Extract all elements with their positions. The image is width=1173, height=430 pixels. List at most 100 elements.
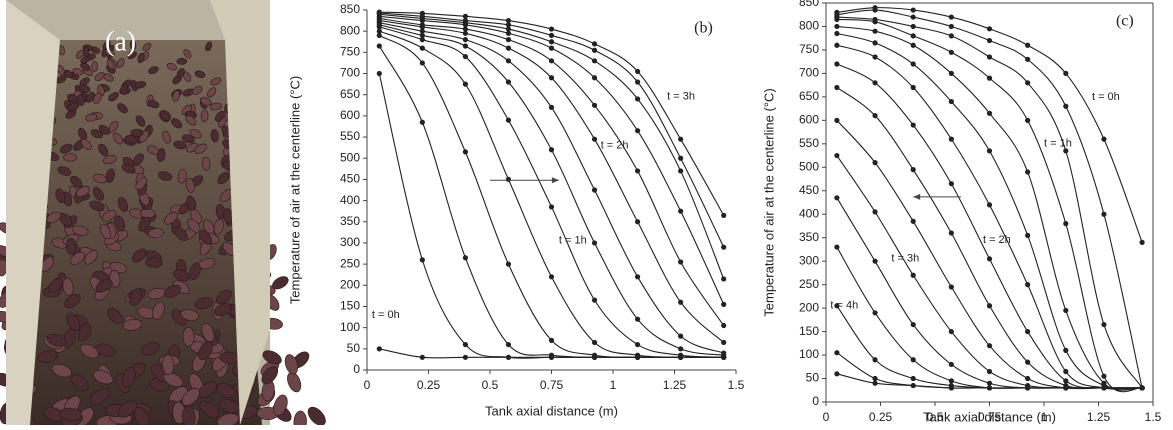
data-point [591,41,598,47]
data-point [948,14,954,20]
y-tick-label: 700 [799,66,819,80]
pellet [84,250,98,265]
pellet [135,177,148,190]
y-tick-label: 200 [799,300,819,314]
data-point [948,33,954,39]
pellet [129,288,143,306]
data-point [910,7,916,13]
annotation: t = 0h [372,309,400,321]
x-tick-label: 1.25 [1087,410,1111,424]
tank-wall [6,0,60,425]
data-point [986,343,993,349]
pellet [90,129,104,139]
pellet [272,276,289,290]
data-point [986,37,993,44]
pellet [117,197,128,212]
data-point [462,30,468,36]
annotation: t = 1h [1044,138,1072,150]
data-point [462,53,468,60]
pellet [121,163,136,174]
data-point [986,202,993,208]
pellet [145,257,163,268]
data-point [376,70,382,77]
pellet [80,62,91,71]
data-point [419,45,425,51]
data-point [948,385,954,391]
data-point [948,361,954,368]
data-point [910,14,916,20]
data-point [948,284,954,290]
series-line [836,32,1143,390]
pellet [67,102,80,112]
y-tick-label: 600 [799,113,819,127]
pellet [79,84,91,93]
pellet [199,230,212,245]
pellet [70,373,89,392]
pellet [114,215,126,231]
y-tick-label: 650 [799,89,819,103]
data-point [872,160,878,166]
data-point [591,58,598,64]
data-point [1025,117,1031,123]
data-point [678,352,684,358]
data-point [872,54,878,60]
pellet [273,394,288,416]
pellet [140,342,161,356]
pellet [64,294,81,309]
data-point [872,19,878,25]
pellet [47,278,64,293]
data-point [376,346,382,352]
x-axis-label: Tank axial distance (m) [923,409,1056,424]
data-point [1101,136,1107,142]
data-point [591,297,598,303]
y-tick-label: 550 [340,129,360,143]
pellet [210,129,219,143]
data-point [462,81,468,87]
pellet [194,70,206,78]
x-tick-label: 0.75 [978,410,1002,424]
pellet [102,40,111,50]
y-tick-label: 0 [812,394,819,408]
data-point [834,303,840,309]
data-point [419,10,425,16]
data-point [948,70,954,77]
pellet [91,61,99,72]
series-line [836,9,1143,389]
pellet [147,228,164,239]
panel-label: (c) [1116,12,1134,29]
pellet [171,118,183,129]
data-point [635,128,641,134]
pellet [183,49,192,59]
pellet [261,366,279,385]
pellet [215,289,232,305]
data-point [548,45,555,51]
data-point [548,58,555,64]
data-point [948,328,954,335]
pellet [66,237,77,255]
pellet [120,83,128,95]
y-tick-label: 50 [806,371,820,385]
y-tick-label: 250 [799,277,819,291]
data-point [505,176,512,183]
data-point [419,119,425,125]
arrow-head [551,177,559,184]
data-point [505,354,512,360]
pellet [40,256,54,272]
data-point [1063,70,1069,77]
data-point [462,43,468,49]
data-point [548,274,555,280]
data-point [986,26,993,32]
panel-label: (b) [694,20,713,37]
pellet [172,90,180,102]
data-point [986,110,993,116]
data-point [635,274,641,280]
series-line [836,119,1143,390]
data-point [872,7,878,13]
data-point [986,54,993,60]
data-point [505,58,512,64]
data-point [635,79,641,85]
data-point [1063,103,1069,109]
data-point [1025,169,1031,175]
data-point [872,310,878,316]
pellet [76,186,90,198]
